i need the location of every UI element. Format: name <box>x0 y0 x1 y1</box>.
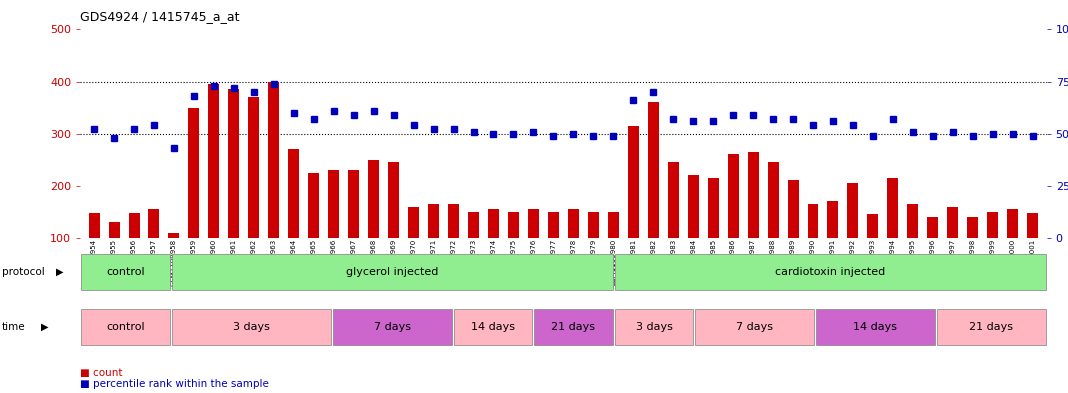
Bar <box>188 108 200 290</box>
Bar <box>508 212 519 290</box>
Bar <box>648 102 659 290</box>
Text: 7 days: 7 days <box>736 322 773 332</box>
Text: glycerol injected: glycerol injected <box>346 267 438 277</box>
Bar <box>937 309 1046 345</box>
Bar <box>727 154 739 290</box>
Bar <box>169 233 179 290</box>
Bar <box>388 162 399 290</box>
Bar <box>927 217 939 290</box>
Bar <box>548 212 559 290</box>
Text: protocol: protocol <box>2 267 45 277</box>
Bar <box>615 309 693 345</box>
Bar <box>947 206 958 290</box>
Text: 14 days: 14 days <box>853 322 897 332</box>
Bar <box>847 183 859 290</box>
Bar <box>816 309 934 345</box>
Bar <box>708 178 719 290</box>
Text: 3 days: 3 days <box>233 322 270 332</box>
Bar <box>987 212 999 290</box>
Bar <box>288 149 299 290</box>
Bar <box>867 214 878 290</box>
Bar <box>208 84 219 290</box>
Text: 21 days: 21 days <box>970 322 1014 332</box>
Bar <box>109 222 120 290</box>
Text: time: time <box>2 322 26 332</box>
Text: 3 days: 3 days <box>635 322 673 332</box>
Text: 14 days: 14 days <box>471 322 515 332</box>
Text: control: control <box>106 322 145 332</box>
Bar <box>748 152 758 290</box>
Bar <box>454 309 532 345</box>
Bar <box>229 89 239 290</box>
Bar <box>968 217 978 290</box>
Bar <box>534 309 613 345</box>
Bar <box>628 126 639 290</box>
Bar <box>608 212 618 290</box>
Text: 21 days: 21 days <box>551 322 596 332</box>
Bar <box>333 309 452 345</box>
Text: control: control <box>106 267 145 277</box>
Bar <box>615 254 1046 290</box>
Bar <box>908 204 918 290</box>
Bar <box>488 209 499 290</box>
Bar <box>81 254 170 290</box>
Bar <box>888 178 898 290</box>
Text: ■ percentile rank within the sample: ■ percentile rank within the sample <box>80 379 269 389</box>
Text: 7 days: 7 days <box>374 322 411 332</box>
Bar <box>128 213 140 290</box>
Bar <box>668 162 678 290</box>
Bar <box>89 213 99 290</box>
Bar <box>268 81 280 290</box>
Bar <box>172 309 331 345</box>
Bar <box>328 170 340 290</box>
Bar <box>172 254 613 290</box>
Bar <box>309 173 319 290</box>
Bar <box>828 201 838 290</box>
Text: ■ count: ■ count <box>80 367 123 378</box>
Text: cardiotoxin injected: cardiotoxin injected <box>775 267 885 277</box>
Bar <box>348 170 359 290</box>
Bar <box>449 204 459 290</box>
Bar <box>568 209 579 290</box>
Bar <box>428 204 439 290</box>
Bar <box>1027 213 1038 290</box>
Text: GDS4924 / 1415745_a_at: GDS4924 / 1415745_a_at <box>80 10 239 23</box>
Bar <box>787 180 799 290</box>
Bar <box>249 97 260 290</box>
Bar <box>695 309 814 345</box>
Bar <box>1007 209 1018 290</box>
Bar <box>587 212 599 290</box>
Text: ▶: ▶ <box>56 267 63 277</box>
Bar <box>528 209 539 290</box>
Bar <box>688 175 698 290</box>
Bar <box>148 209 159 290</box>
Bar <box>408 206 419 290</box>
Bar <box>368 160 379 290</box>
Bar <box>468 212 478 290</box>
Text: ▶: ▶ <box>41 322 48 332</box>
Bar <box>81 309 170 345</box>
Bar <box>768 162 779 290</box>
Bar <box>807 204 818 290</box>
